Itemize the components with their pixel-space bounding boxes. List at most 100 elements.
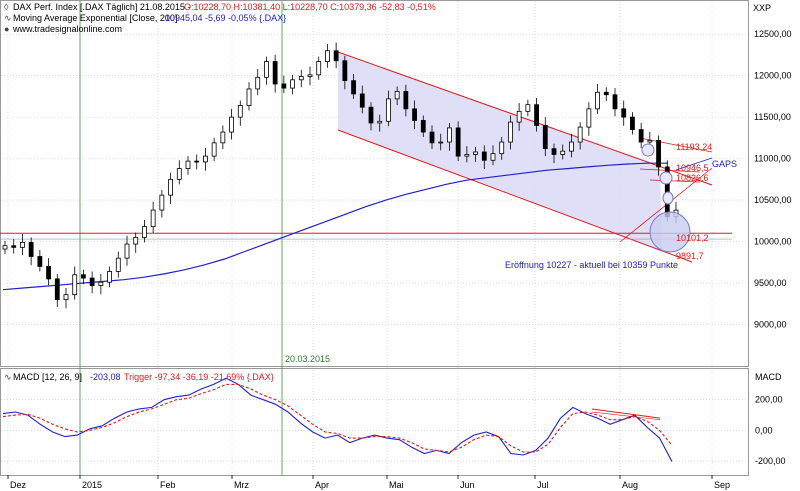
candle bbox=[203, 147, 208, 171]
candle bbox=[290, 74, 295, 95]
candle-body bbox=[124, 243, 130, 259]
candle-body bbox=[359, 93, 365, 108]
candle bbox=[342, 55, 348, 90]
candle-body bbox=[20, 241, 25, 248]
candle-body bbox=[342, 60, 348, 82]
candle bbox=[612, 88, 618, 117]
candle-body bbox=[142, 226, 147, 238]
candle bbox=[656, 135, 661, 176]
candle bbox=[2, 240, 8, 255]
candle bbox=[272, 54, 278, 93]
candle bbox=[525, 99, 531, 117]
candle-body bbox=[220, 131, 226, 144]
level-10826-line bbox=[649, 179, 701, 183]
vline-date-label: 20.03.2015 bbox=[285, 354, 330, 364]
candle-body bbox=[89, 277, 95, 286]
x-tick-label: Jul bbox=[537, 480, 549, 490]
y-tick-label: 11000,00 bbox=[754, 154, 791, 164]
candle bbox=[28, 237, 34, 266]
candle bbox=[403, 84, 409, 117]
ema-legend-label: Moving Average Exponential [Close, 200] bbox=[13, 13, 177, 23]
candle bbox=[307, 66, 313, 86]
y-tick-label: 11500,00 bbox=[754, 112, 791, 122]
candle bbox=[368, 102, 374, 131]
candle bbox=[420, 115, 426, 138]
candle-body bbox=[638, 129, 644, 143]
candle-body bbox=[412, 108, 417, 121]
y-tick-label: 9000,00 bbox=[754, 320, 787, 330]
candle-body bbox=[490, 153, 496, 161]
y-axis-ticks: 12500,00 12000,00 11500,00 11000,00 10500,00… bbox=[754, 29, 792, 466]
macd-divergence-line-2 bbox=[591, 411, 661, 420]
ema-polyline bbox=[2, 162, 668, 291]
candle bbox=[499, 137, 505, 160]
candle-body bbox=[229, 116, 234, 133]
candle bbox=[72, 266, 78, 300]
candle-body bbox=[542, 125, 548, 150]
candle bbox=[220, 125, 226, 150]
candle-body bbox=[54, 278, 60, 301]
candle-body bbox=[237, 105, 243, 118]
candle-body bbox=[176, 168, 182, 180]
candle-body bbox=[72, 274, 78, 296]
candle bbox=[37, 249, 43, 272]
candle-body bbox=[621, 108, 627, 118]
candle-body bbox=[316, 61, 322, 76]
candle-body bbox=[420, 120, 426, 133]
candle-body bbox=[394, 91, 400, 100]
candle-body bbox=[429, 131, 435, 144]
macd-axis-label: MACD bbox=[755, 372, 782, 382]
candle-body bbox=[473, 151, 478, 155]
candle-body bbox=[2, 245, 8, 250]
candle-body bbox=[28, 241, 34, 257]
macd-polyline bbox=[2, 377, 673, 462]
candle-body bbox=[63, 294, 69, 301]
candle bbox=[569, 133, 574, 158]
candle-body bbox=[107, 271, 112, 283]
macd-trigger-label: Trigger -97,34 -36,19 -21,69% {.DAX} bbox=[124, 372, 274, 382]
candle bbox=[89, 271, 95, 293]
macd-legend-value: -203,08 bbox=[90, 372, 121, 382]
candle bbox=[20, 234, 25, 255]
candle bbox=[194, 154, 200, 170]
candle bbox=[621, 100, 627, 126]
ema-legend-values: 10945,04 -5,69 -0,05% {.DAX} bbox=[165, 13, 286, 23]
x-tick-label: Jun bbox=[460, 480, 475, 490]
candle-body bbox=[159, 194, 165, 211]
macd-divergence-line bbox=[591, 408, 661, 419]
candle bbox=[168, 172, 173, 204]
candle-body bbox=[290, 79, 295, 89]
header-title: DAX Perf. Index [.DAX Täglich] 21.08.201… bbox=[13, 2, 190, 12]
candle bbox=[46, 258, 51, 286]
candle bbox=[124, 235, 130, 266]
y-tick-label: 10000,00 bbox=[754, 237, 792, 247]
candle-body bbox=[438, 141, 444, 144]
candle-body bbox=[386, 98, 391, 122]
candle bbox=[490, 145, 496, 166]
level-label-10946: 10946,5 bbox=[676, 163, 709, 173]
macd-lines bbox=[2, 377, 673, 462]
candle bbox=[229, 108, 234, 140]
trigger-polyline bbox=[2, 383, 673, 453]
candle bbox=[359, 85, 365, 114]
candle-body bbox=[569, 141, 574, 152]
candle-body bbox=[133, 237, 139, 245]
candle bbox=[316, 56, 322, 80]
x-axis-ticks: Dez 2015 Feb Mrz Apr Mai Jun Jul Aug Sep bbox=[7, 475, 730, 490]
candle-body bbox=[464, 154, 470, 157]
candle-body bbox=[534, 104, 539, 126]
x-tick-label: Mrz bbox=[234, 480, 249, 490]
candle-body bbox=[499, 141, 505, 155]
macd-y-tick-label: -200,00 bbox=[755, 456, 786, 466]
candle bbox=[560, 144, 566, 160]
candle bbox=[394, 86, 400, 106]
candle bbox=[298, 69, 304, 88]
macd-y-tick-label: 200,00 bbox=[755, 395, 783, 405]
candle-body bbox=[595, 91, 600, 110]
candle bbox=[377, 114, 383, 132]
level-label-9891: 9891,7 bbox=[676, 251, 704, 261]
candle-body bbox=[298, 76, 304, 81]
candle bbox=[386, 90, 391, 127]
candle bbox=[115, 251, 121, 278]
gap-circle-1 bbox=[641, 143, 655, 157]
